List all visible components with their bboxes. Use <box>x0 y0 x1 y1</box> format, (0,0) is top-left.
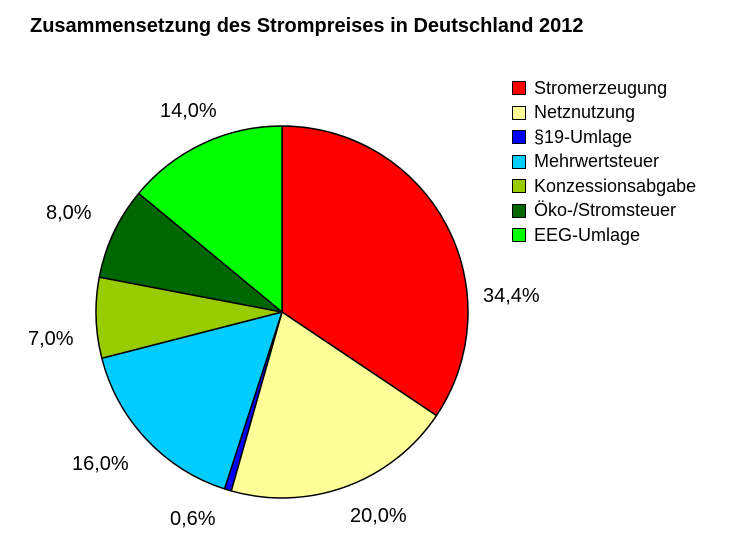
legend-swatch <box>512 179 526 194</box>
legend-item: §19-Umlage <box>512 125 696 150</box>
legend-label: Öko-/Stromsteuer <box>534 200 677 221</box>
legend-swatch <box>512 105 526 120</box>
legend-label: EEG-Umlage <box>534 224 641 245</box>
legend-item: Stromerzeugung <box>512 76 696 101</box>
slice-value-label: 34,4% <box>483 285 540 307</box>
pie-slice-1 <box>281 125 469 417</box>
legend-label: Stromerzeugung <box>534 77 668 98</box>
slice-value-label: 8,0% <box>46 202 92 224</box>
legend-swatch <box>512 154 526 169</box>
legend-item: EEG-Umlage <box>512 223 696 248</box>
legend-swatch <box>512 130 526 145</box>
slice-value-label: 14,0% <box>160 100 217 122</box>
legend-item: Mehrwertsteuer <box>512 150 696 175</box>
legend-item: Netznutzung <box>512 101 696 126</box>
chart-title: Zusammensetzung des Strompreises in Deut… <box>30 15 584 37</box>
slice-value-label: 0,6% <box>170 508 216 530</box>
pie-slice-4 <box>101 311 283 490</box>
pie-slice-7 <box>137 125 283 313</box>
legend-label: §19-Umlage <box>534 126 633 147</box>
slice-value-label: 7,0% <box>28 328 74 350</box>
pie-slice-2 <box>230 311 438 499</box>
pie-slice-6 <box>98 192 283 313</box>
slice-value-label: 16,0% <box>72 453 129 475</box>
legend-swatch <box>512 203 526 218</box>
legend-label: Konzessionsabgabe <box>534 175 697 196</box>
legend-item: Öko-/Stromsteuer <box>512 199 696 224</box>
legend-item: Konzessionsabgabe <box>512 174 696 199</box>
slice-value-label: 20,0% <box>350 505 407 527</box>
legend: Stromerzeugung Netznutzung §19-Umlage Mehrw… <box>512 76 696 248</box>
legend-label: Mehrwertsteuer <box>534 151 660 172</box>
legend-swatch <box>512 228 526 243</box>
legend-swatch <box>512 81 526 96</box>
legend-label: Netznutzung <box>534 102 636 123</box>
